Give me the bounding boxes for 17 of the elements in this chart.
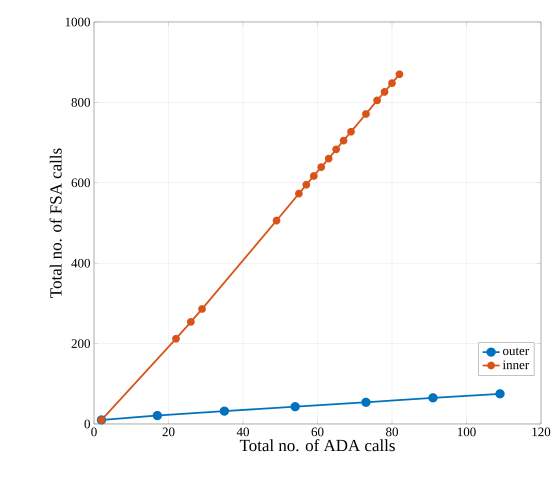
x-tick-label: 120 [532,428,550,436]
x-axis-title: Total no. of ADA calls [240,439,395,452]
y-axis-title: Total no. of FSA calls [50,148,62,298]
y-tick-label: 800 [72,98,90,107]
x-tick-label: 60 [312,428,324,436]
x-tick-label: 40 [236,428,249,436]
y-tick-label: 600 [72,178,90,188]
x-tick-label: 0 [91,428,97,436]
y-tick-label: 0 [84,420,90,428]
legend-label: inner [502,360,530,370]
y-tick-label: 1000 [66,18,90,26]
x-tick-label: 20 [162,428,174,436]
y-tick-label: 400 [71,258,90,268]
legend-label: outer [503,348,530,356]
y-tick-label: 200 [72,339,90,348]
x-tick-label: 100 [458,428,476,436]
x-tick-label: 80 [386,428,398,436]
